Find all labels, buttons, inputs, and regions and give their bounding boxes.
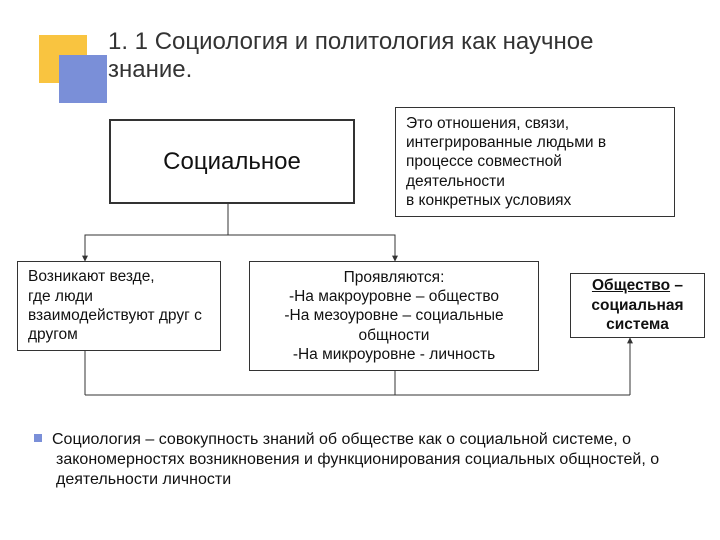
box-arise-text: Возникают везде, где люди взаимодействую…	[28, 267, 210, 345]
box-social-text: Социальное	[163, 147, 301, 177]
box-social: Социальное	[109, 119, 355, 204]
page-title: 1. 1 Социология и политология как научно…	[108, 28, 668, 84]
box-manifest-text: Проявляются: -На макроуровне – общество …	[260, 268, 528, 365]
box-arise: Возникают везде, где люди взаимодействую…	[17, 261, 221, 351]
box-society-text: Общество – социальная система	[581, 276, 694, 334]
decor-square-blue	[59, 55, 107, 103]
footnote: Социология – совокупность знаний об обще…	[34, 430, 699, 490]
box-definition: Это отношения, связи, интегрированные лю…	[395, 107, 675, 217]
box-definition-text: Это отношения, связи, интегрированные лю…	[406, 114, 664, 211]
box-society: Общество – социальная система	[570, 273, 705, 338]
box-manifest: Проявляются: -На макроуровне – общество …	[249, 261, 539, 371]
footnote-text: Социология – совокупность знаний об обще…	[52, 431, 659, 488]
bullet-icon	[34, 434, 42, 442]
